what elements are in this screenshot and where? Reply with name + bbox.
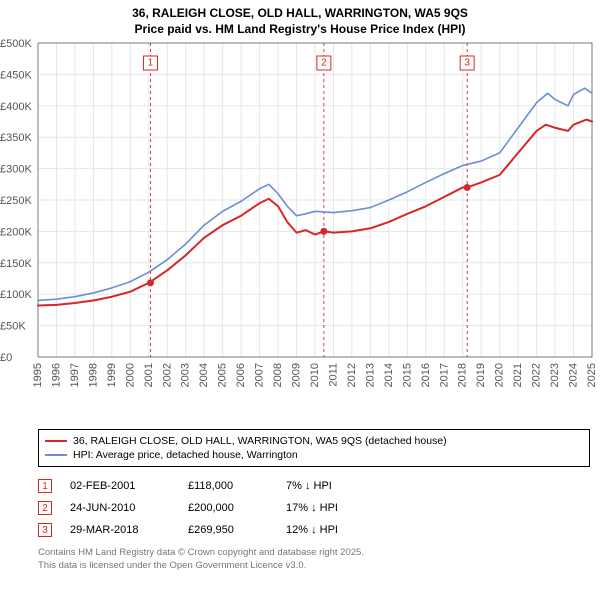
svg-text:2003: 2003 [180, 363, 192, 387]
line-chart: £0 £50K £100K £150K £200K £250K £300K £350K £400… [0, 37, 600, 427]
svg-text:£100K: £100K [0, 289, 32, 301]
svg-text:£0: £0 [0, 352, 12, 364]
event-row: 3 29-MAR-2018 £269,950 12% ↓ HPI [38, 519, 590, 541]
legend: 36, RALEIGH CLOSE, OLD HALL, WARRINGTON,… [38, 429, 590, 467]
event-delta: 7% ↓ HPI [286, 480, 376, 492]
svg-text:2022: 2022 [531, 363, 543, 387]
svg-text:2018: 2018 [457, 363, 469, 387]
legend-row: HPI: Average price, detached house, Warr… [45, 448, 583, 462]
svg-text:£500K: £500K [0, 38, 32, 50]
event-badge: 2 [38, 501, 52, 515]
svg-text:2007: 2007 [254, 363, 266, 387]
event-date: 02-FEB-2001 [70, 480, 170, 492]
svg-text:2008: 2008 [272, 363, 284, 387]
svg-text:1: 1 [148, 58, 154, 69]
svg-text:£150K: £150K [0, 258, 32, 270]
svg-text:2: 2 [321, 58, 327, 69]
svg-text:2016: 2016 [420, 363, 432, 387]
svg-text:3: 3 [464, 58, 470, 69]
event-date: 24-JUN-2010 [70, 502, 170, 514]
svg-text:2020: 2020 [494, 363, 506, 387]
svg-text:2024: 2024 [568, 363, 580, 387]
svg-text:£50K: £50K [0, 321, 26, 333]
svg-text:2019: 2019 [475, 363, 487, 387]
footer: Contains HM Land Registry data © Crown c… [38, 547, 590, 572]
svg-text:2013: 2013 [364, 363, 376, 387]
svg-text:1999: 1999 [106, 363, 118, 387]
svg-text:£450K: £450K [0, 70, 32, 82]
legend-row: 36, RALEIGH CLOSE, OLD HALL, WARRINGTON,… [45, 434, 583, 448]
event-price: £200,000 [188, 502, 268, 514]
event-delta: 12% ↓ HPI [286, 524, 376, 536]
svg-text:2006: 2006 [235, 363, 247, 387]
svg-text:2004: 2004 [198, 363, 210, 387]
legend-label: 36, RALEIGH CLOSE, OLD HALL, WARRINGTON,… [73, 435, 447, 447]
title-line-1: 36, RALEIGH CLOSE, OLD HALL, WARRINGTON,… [0, 6, 600, 22]
chart-area: £0 £50K £100K £150K £200K £250K £300K £350K £400… [0, 37, 600, 427]
svg-text:2015: 2015 [401, 363, 413, 387]
legend-swatch [45, 454, 67, 456]
svg-text:2012: 2012 [346, 363, 358, 387]
event-date: 29-MAR-2018 [70, 524, 170, 536]
event-badge: 1 [38, 479, 52, 493]
legend-swatch [45, 440, 67, 442]
footer-line-1: Contains HM Land Registry data © Crown c… [38, 547, 590, 559]
event-delta: 17% ↓ HPI [286, 502, 376, 514]
chart-title: 36, RALEIGH CLOSE, OLD HALL, WARRINGTON,… [0, 0, 600, 37]
svg-text:£300K: £300K [0, 164, 32, 176]
event-price: £269,950 [188, 524, 268, 536]
svg-text:1996: 1996 [50, 363, 62, 387]
svg-text:2010: 2010 [309, 363, 321, 387]
svg-text:£400K: £400K [0, 101, 32, 113]
title-line-2: Price paid vs. HM Land Registry's House … [0, 22, 600, 38]
svg-text:2002: 2002 [161, 363, 173, 387]
svg-text:£200K: £200K [0, 227, 32, 239]
svg-text:2025: 2025 [586, 363, 598, 387]
svg-text:1998: 1998 [87, 363, 99, 387]
sale-events: 1 02-FEB-2001 £118,000 7% ↓ HPI 2 24-JUN-2010… [38, 475, 590, 541]
svg-text:1995: 1995 [32, 363, 44, 387]
svg-text:2021: 2021 [512, 363, 524, 387]
svg-text:1997: 1997 [69, 363, 81, 387]
svg-text:£250K: £250K [0, 195, 32, 207]
svg-text:2009: 2009 [291, 363, 303, 387]
event-price: £118,000 [188, 480, 268, 492]
svg-text:2014: 2014 [383, 363, 395, 387]
legend-label: HPI: Average price, detached house, Warr… [73, 449, 298, 461]
svg-text:£350K: £350K [0, 132, 32, 144]
svg-text:2005: 2005 [217, 363, 229, 387]
event-row: 1 02-FEB-2001 £118,000 7% ↓ HPI [38, 475, 590, 497]
svg-text:2000: 2000 [124, 363, 136, 387]
event-row: 2 24-JUN-2010 £200,000 17% ↓ HPI [38, 497, 590, 519]
svg-text:2023: 2023 [549, 363, 561, 387]
svg-text:2011: 2011 [327, 363, 339, 387]
event-badge: 3 [38, 523, 52, 537]
footer-line-2: This data is licensed under the Open Gov… [38, 560, 590, 572]
svg-text:2017: 2017 [438, 363, 450, 387]
svg-text:2001: 2001 [143, 363, 155, 387]
